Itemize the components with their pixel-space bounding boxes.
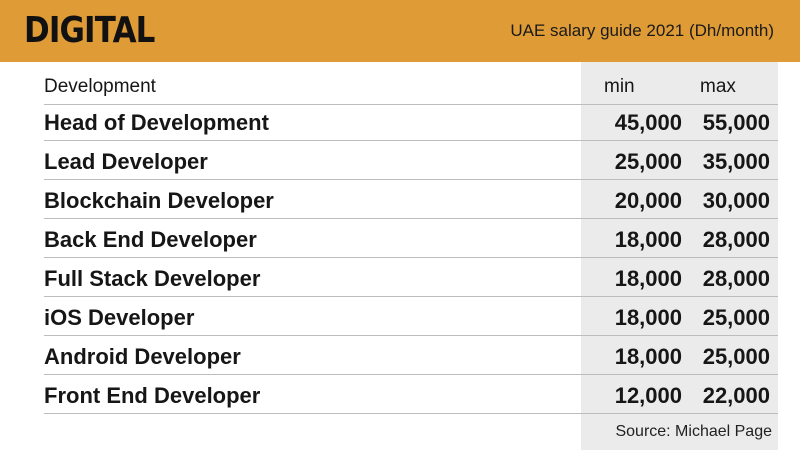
- salary-max: 22,000: [702, 383, 770, 408]
- salary-max: 25,000: [702, 305, 770, 330]
- table-row: Full Stack Developer 18,000 28,000: [0, 261, 800, 297]
- salary-min: 18,000: [614, 227, 682, 252]
- row-divider: [44, 413, 778, 414]
- row-divider: [44, 296, 778, 297]
- page-title: DIGITAL: [24, 10, 155, 51]
- salary-min: 18,000: [614, 305, 682, 330]
- header-banner: DIGITAL UAE salary guide 2021 (Dh/month): [0, 0, 800, 62]
- role-name: Front End Developer: [44, 383, 261, 408]
- role-name: Head of Development: [44, 110, 269, 135]
- table-row: Back End Developer 18,000 28,000: [0, 222, 800, 258]
- salary-min: 45,000: [614, 110, 682, 135]
- column-header-min: min: [604, 76, 635, 97]
- role-name: Blockchain Developer: [44, 188, 274, 213]
- salary-max: 35,000: [702, 149, 770, 174]
- table-row: Head of Development 45,000 55,000: [0, 105, 800, 141]
- salary-max: 28,000: [702, 227, 770, 252]
- salary-min: 18,000: [614, 344, 682, 369]
- table-row: iOS Developer 18,000 25,000: [0, 300, 800, 336]
- salary-max: 55,000: [702, 110, 770, 135]
- role-name: Full Stack Developer: [44, 266, 261, 291]
- salary-min: 18,000: [614, 266, 682, 291]
- salary-min: 25,000: [614, 149, 682, 174]
- salary-min: 12,000: [614, 383, 682, 408]
- row-divider: [44, 218, 778, 219]
- role-name: iOS Developer: [44, 305, 195, 330]
- table-header-row: Development min max: [0, 69, 800, 105]
- salary-max: 25,000: [702, 344, 770, 369]
- source-credit: Source: Michael Page: [615, 423, 772, 440]
- page-subtitle: UAE salary guide 2021 (Dh/month): [510, 21, 774, 40]
- role-name: Android Developer: [44, 344, 241, 369]
- salary-min: 20,000: [614, 188, 682, 213]
- table-row: Blockchain Developer 20,000 30,000: [0, 183, 800, 219]
- salary-column-panel: [581, 62, 778, 450]
- section-label: Development: [44, 76, 156, 97]
- row-divider: [44, 179, 778, 180]
- row-divider: [44, 104, 778, 105]
- row-divider: [44, 140, 778, 141]
- role-name: Lead Developer: [44, 149, 208, 174]
- row-divider: [44, 374, 778, 375]
- table-row: Front End Developer 12,000 22,000: [0, 378, 800, 414]
- role-name: Back End Developer: [44, 227, 257, 252]
- table-row: Android Developer 18,000 25,000: [0, 339, 800, 375]
- table-row: Lead Developer 25,000 35,000: [0, 144, 800, 180]
- row-divider: [44, 335, 778, 336]
- salary-max: 28,000: [702, 266, 770, 291]
- column-header-max: max: [700, 76, 736, 97]
- salary-max: 30,000: [702, 188, 770, 213]
- row-divider: [44, 257, 778, 258]
